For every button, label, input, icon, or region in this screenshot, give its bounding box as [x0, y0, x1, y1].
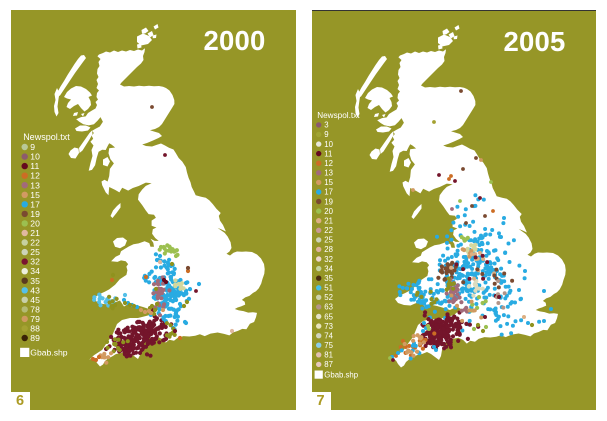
svg-text:11: 11 [324, 149, 332, 158]
svg-text:51: 51 [324, 284, 333, 293]
svg-text:20: 20 [30, 219, 40, 229]
svg-text:32: 32 [30, 257, 40, 267]
svg-text:81: 81 [324, 351, 333, 360]
svg-text:21: 21 [30, 228, 40, 238]
svg-text:25: 25 [324, 236, 333, 245]
svg-text:Newspol.txt: Newspol.txt [23, 132, 70, 142]
svg-text:12: 12 [324, 159, 333, 168]
svg-text:22: 22 [324, 226, 333, 235]
svg-text:20: 20 [324, 207, 333, 216]
svg-text:Newspol.txt: Newspol.txt [317, 111, 360, 120]
svg-text:10: 10 [324, 140, 333, 149]
svg-text:11: 11 [30, 161, 39, 171]
svg-text:25: 25 [30, 247, 40, 257]
svg-text:52: 52 [324, 293, 333, 302]
svg-text:34: 34 [30, 266, 40, 276]
svg-text:13: 13 [30, 180, 40, 190]
svg-text:78: 78 [30, 304, 40, 314]
svg-text:79: 79 [30, 314, 40, 324]
svg-text:35: 35 [324, 274, 333, 283]
svg-text:21: 21 [324, 217, 333, 226]
svg-text:13: 13 [324, 169, 333, 178]
svg-text:45: 45 [30, 295, 40, 305]
svg-text:89: 89 [30, 333, 40, 343]
svg-text:43: 43 [30, 285, 40, 295]
svg-text:87: 87 [324, 360, 333, 369]
svg-text:3: 3 [324, 121, 328, 130]
svg-text:22: 22 [30, 238, 40, 248]
svg-text:15: 15 [324, 178, 333, 187]
svg-text:19: 19 [324, 197, 333, 206]
svg-text:32: 32 [324, 255, 333, 264]
svg-text:9: 9 [30, 142, 35, 152]
svg-text:65: 65 [324, 312, 333, 321]
svg-text:9: 9 [324, 130, 328, 139]
svg-text:35: 35 [30, 276, 40, 286]
svg-text:34: 34 [324, 264, 333, 273]
svg-text:74: 74 [324, 331, 333, 340]
svg-text:88: 88 [30, 324, 40, 334]
svg-text:19: 19 [30, 209, 40, 219]
svg-text:17: 17 [30, 199, 40, 209]
svg-text:73: 73 [324, 322, 333, 331]
svg-text:Gbab.shp: Gbab.shp [30, 347, 67, 357]
svg-text:Gbab.shp: Gbab.shp [324, 370, 358, 379]
svg-text:15: 15 [30, 190, 40, 200]
svg-text:63: 63 [324, 303, 333, 312]
svg-text:17: 17 [324, 188, 333, 197]
svg-text:28: 28 [324, 245, 333, 254]
svg-text:75: 75 [324, 341, 333, 350]
svg-text:12: 12 [30, 171, 40, 181]
svg-text:10: 10 [30, 152, 40, 162]
